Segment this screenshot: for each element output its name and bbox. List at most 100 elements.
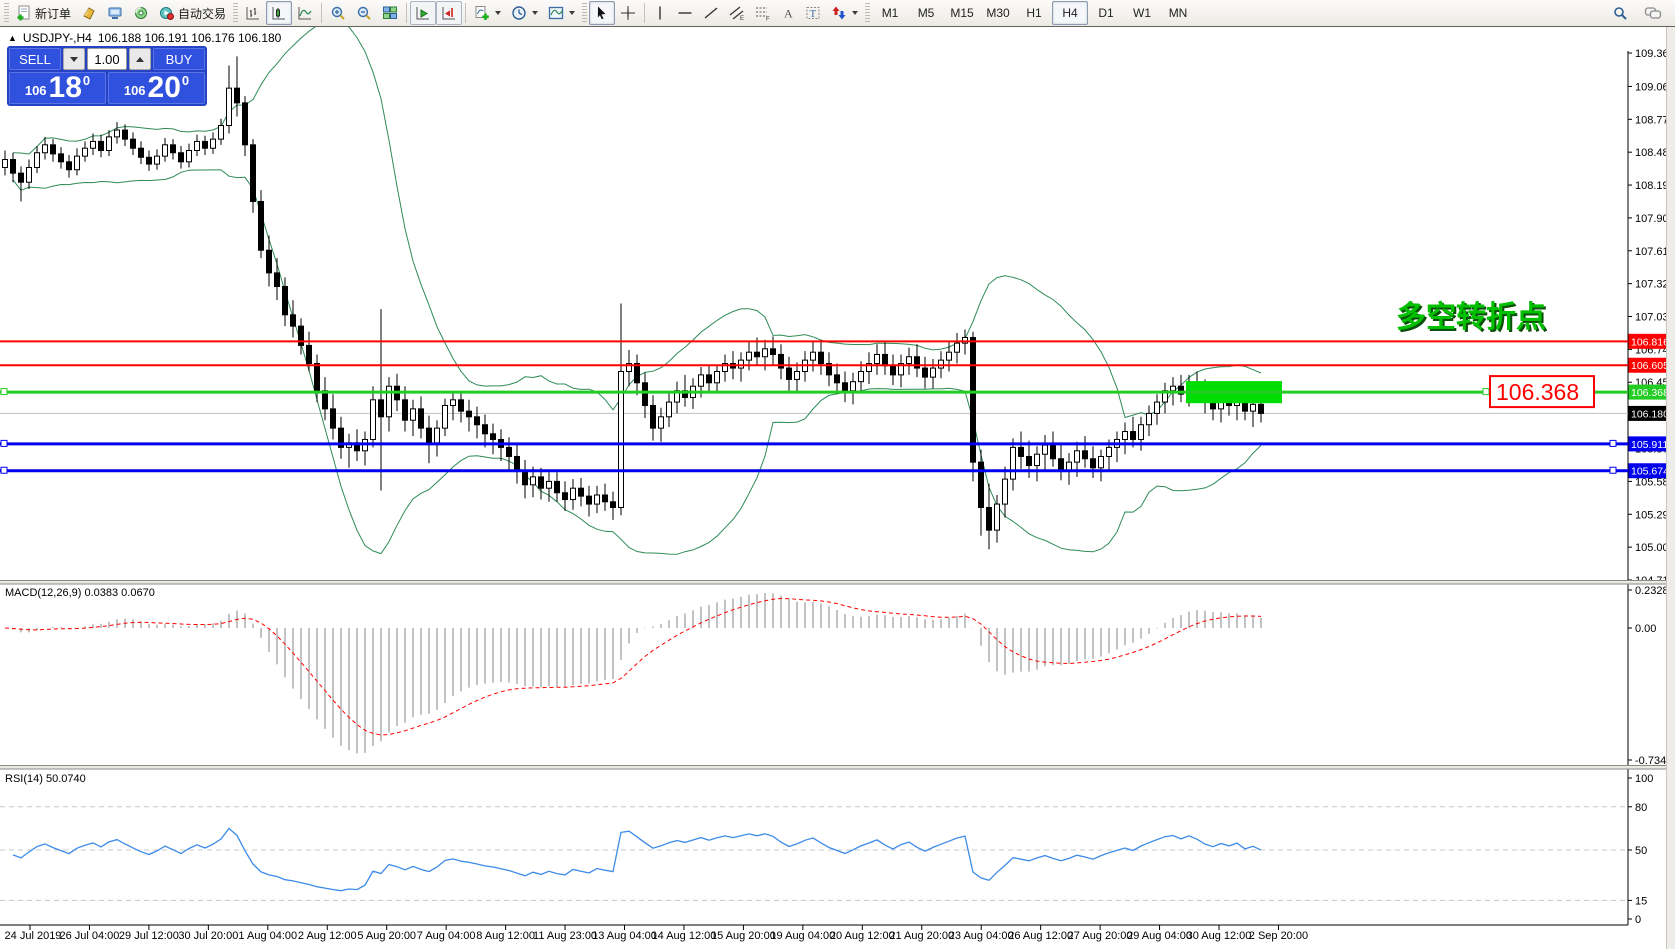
terminal-button[interactable] xyxy=(102,1,128,25)
timeframe-w1-button[interactable]: W1 xyxy=(1133,6,1152,20)
timeframe-m5-button[interactable]: M5 xyxy=(917,6,935,20)
candle xyxy=(570,487,576,501)
text-tool-button[interactable]: A xyxy=(776,1,800,25)
bollinger-lower-band[interactable] xyxy=(12,169,1262,555)
candle xyxy=(658,416,664,429)
text-label-tool-button[interactable]: T xyxy=(800,1,826,25)
cursor-tool-button[interactable] xyxy=(589,1,616,25)
rsi-axis-label: 100 xyxy=(1635,773,1653,785)
candle xyxy=(202,140,208,149)
time-axis-label: 29 Jul 12:00 xyxy=(119,930,179,942)
volume-input[interactable] xyxy=(87,48,127,70)
chat-button[interactable] xyxy=(1639,1,1667,25)
timeframe-m15-button[interactable]: M15 xyxy=(950,6,974,20)
time-axis-label: 20 Aug 12:00 xyxy=(830,930,895,942)
trendline-icon xyxy=(704,7,718,19)
candle xyxy=(586,495,592,505)
profiles-button[interactable] xyxy=(76,1,102,25)
candle xyxy=(994,503,1000,531)
chart-canvas[interactable]: 109.360 109.065 108.775 108.485 108.195 107.9… xyxy=(0,27,1675,949)
auto-scroll-button[interactable] xyxy=(410,1,437,25)
horizontal-line-tool-button[interactable] xyxy=(672,1,698,25)
auto-scroll-icon xyxy=(416,7,430,20)
crosshair-tool-button[interactable] xyxy=(615,1,641,25)
candle xyxy=(1138,424,1144,440)
toolbar-grip[interactable] xyxy=(233,3,239,23)
bar-chart-button[interactable] xyxy=(240,1,266,25)
panel-splitter[interactable] xyxy=(0,765,1675,770)
chart-plot-area[interactable] xyxy=(0,27,1675,949)
zoom-out-button[interactable] xyxy=(351,1,377,25)
sell-price-button[interactable]: 106 18 0 xyxy=(9,72,106,104)
templates-dropdown-arrow[interactable] xyxy=(569,11,576,15)
buy-price-button[interactable]: 106 20 0 xyxy=(108,72,205,104)
macd-signal-line[interactable] xyxy=(4,597,1262,736)
indicators-button[interactable] xyxy=(469,1,506,25)
panel-splitter[interactable] xyxy=(0,580,1675,585)
timeframe-d1-button[interactable]: D1 xyxy=(1098,6,1114,20)
data-window-button[interactable] xyxy=(128,1,154,25)
candle xyxy=(1050,444,1056,460)
price-axis-label: 108.775 xyxy=(1635,114,1675,126)
time-axis-label: 2 Aug 12:00 xyxy=(298,930,357,942)
line-handle[interactable] xyxy=(1482,388,1490,396)
sell-button[interactable]: SELL xyxy=(9,48,61,70)
timeframe-m1-button[interactable]: M1 xyxy=(881,6,899,20)
fibonacci-tool-button[interactable]: F xyxy=(750,1,776,25)
candle xyxy=(482,424,488,435)
candle xyxy=(818,351,824,365)
price-callout-text: 106.368 xyxy=(1496,379,1579,405)
volume-decrease-button[interactable] xyxy=(63,48,85,70)
candlestick-chart-button[interactable] xyxy=(266,1,293,25)
candle xyxy=(410,408,416,421)
candle xyxy=(458,399,464,412)
toolbar: 新订单 xyxy=(0,0,1675,27)
line-handle[interactable] xyxy=(1609,466,1617,474)
price-axis-label: 109.065 xyxy=(1635,81,1675,93)
chart-shift-icon xyxy=(442,7,456,20)
periods-dropdown-arrow[interactable] xyxy=(532,11,539,15)
line-handle[interactable] xyxy=(1609,439,1617,447)
templates-button[interactable] xyxy=(543,1,580,25)
candle xyxy=(762,348,768,358)
volume-increase-button[interactable] xyxy=(129,48,151,70)
line-chart-button[interactable] xyxy=(292,1,318,25)
line-handle[interactable] xyxy=(0,388,8,396)
arrows-dropdown-arrow[interactable] xyxy=(852,11,859,15)
arrow-objects-icon xyxy=(832,6,846,20)
price-callout-box[interactable] xyxy=(1489,375,1595,409)
vertical-line-tool-button[interactable] xyxy=(648,1,672,25)
buy-button[interactable]: BUY xyxy=(153,48,205,70)
periods-button[interactable] xyxy=(506,1,543,25)
candle xyxy=(850,381,856,392)
timeframe-mn-button[interactable]: MN xyxy=(1168,6,1188,20)
collapse-one-click-icon[interactable]: ▲ xyxy=(8,32,17,43)
line-handle[interactable] xyxy=(0,439,8,447)
indicators-dropdown-arrow[interactable] xyxy=(495,11,502,15)
rsi-axis-label: 0 xyxy=(1635,914,1641,926)
candle xyxy=(514,455,520,471)
tile-windows-button[interactable] xyxy=(377,1,403,25)
candle xyxy=(274,272,280,287)
level-price-tag: 106.816 xyxy=(1631,336,1669,348)
arrows-tool-button[interactable] xyxy=(826,1,863,25)
trendline-tool-button[interactable] xyxy=(698,1,724,25)
toolbar-grip[interactable] xyxy=(582,3,588,23)
line-handle[interactable] xyxy=(0,466,8,474)
chart-shift-button[interactable] xyxy=(436,1,463,25)
price-axis-label: 107.615 xyxy=(1635,246,1675,258)
timeframe-m30-button[interactable]: M30 xyxy=(986,6,1010,20)
channel-tool-button[interactable]: E xyxy=(724,1,750,25)
new-order-button[interactable]: 新订单 xyxy=(11,1,76,25)
timeframe-h1-button[interactable]: H1 xyxy=(1026,6,1042,20)
macd-axis-label: 0.00 xyxy=(1635,623,1656,635)
rsi-line[interactable] xyxy=(12,827,1262,892)
candle xyxy=(1074,450,1080,463)
timeframe-h4-button[interactable]: H4 xyxy=(1052,1,1089,25)
toolbar-grip[interactable] xyxy=(4,3,9,23)
zoom-in-button[interactable] xyxy=(325,1,351,25)
toolbar-grip[interactable] xyxy=(865,3,871,23)
autotrading-button[interactable]: 自动交易 xyxy=(154,1,231,25)
candle xyxy=(714,370,720,384)
search-button[interactable] xyxy=(1607,1,1633,25)
